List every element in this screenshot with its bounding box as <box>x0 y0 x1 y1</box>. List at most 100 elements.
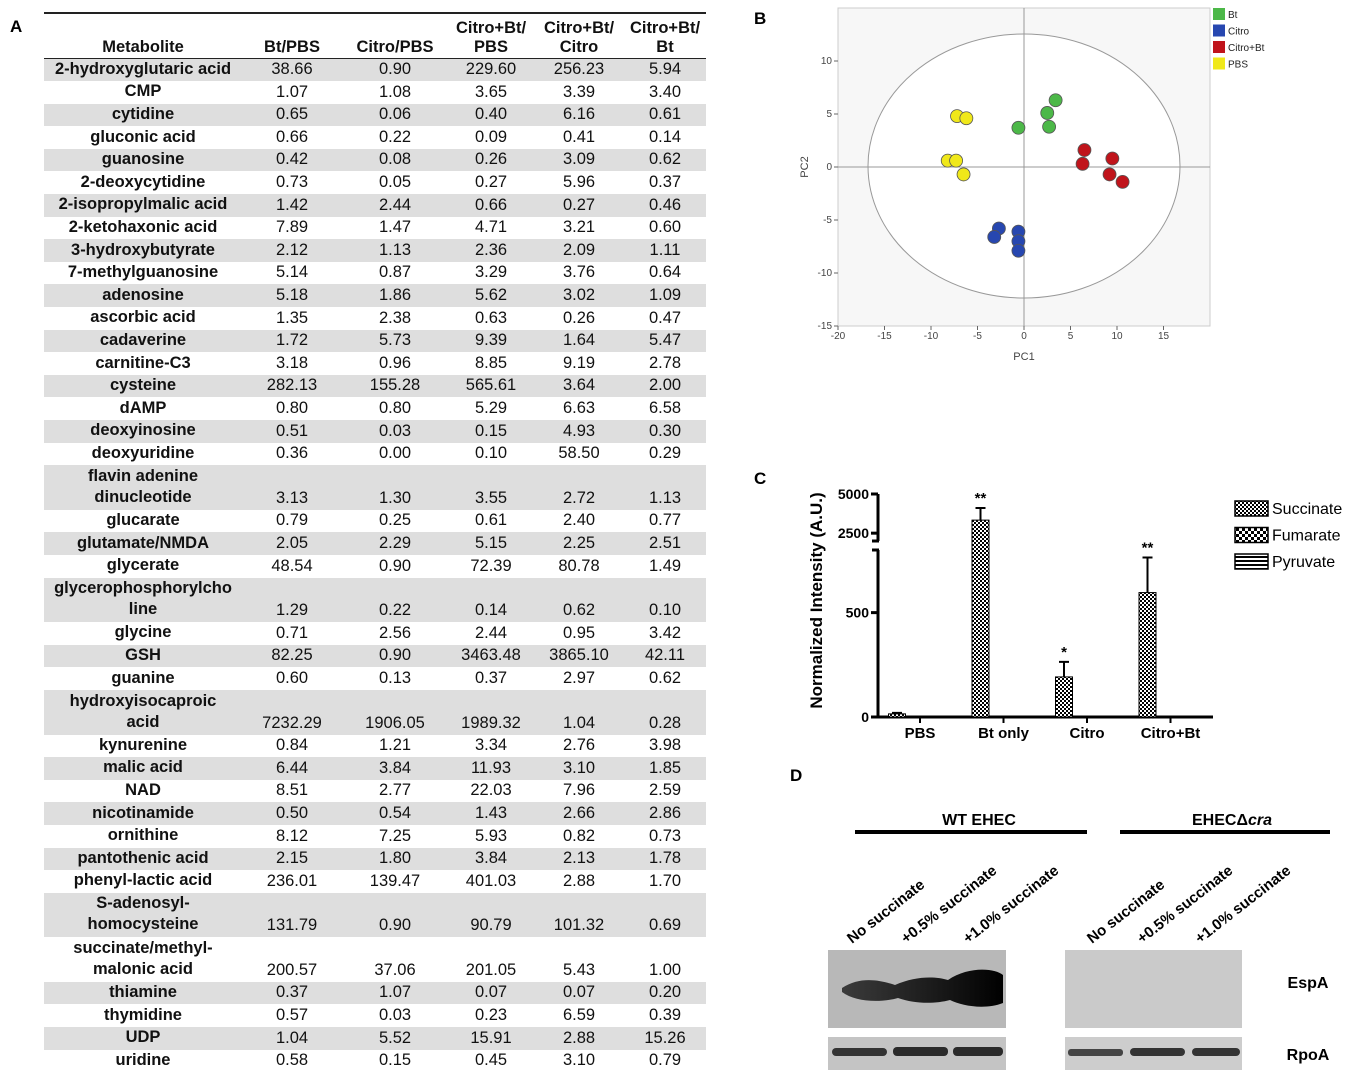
metabolite-name: nicotinamide <box>44 802 242 825</box>
table-row: CMP1.071.083.653.393.40 <box>44 81 706 104</box>
column-header: Bt/PBS <box>242 13 342 59</box>
fold-change: 0.10 <box>624 578 706 623</box>
fold-change: 3865.10 <box>534 645 624 668</box>
fold-change: 0.60 <box>242 667 342 690</box>
fold-change: 0.62 <box>624 667 706 690</box>
fold-change: 0.26 <box>448 149 534 172</box>
fold-change: 4.71 <box>448 217 534 240</box>
fold-change: 0.22 <box>342 578 448 623</box>
column-header: Citro+Bt/ Bt <box>624 13 706 59</box>
fold-change: 1.04 <box>242 1027 342 1050</box>
fold-change: 1.09 <box>624 284 706 307</box>
fold-change: 3.34 <box>448 735 534 758</box>
error-bar <box>1059 662 1069 677</box>
lane-label: +0.5% succinate <box>1134 862 1236 947</box>
table-row: 2-ketohaxonic acid7.891.474.713.210.60 <box>44 217 706 240</box>
bar <box>972 520 989 717</box>
fold-change: 7.96 <box>534 780 624 803</box>
fold-change: 2.05 <box>242 532 342 555</box>
table-row: glycerophosphorylcho line1.290.220.140.6… <box>44 578 706 623</box>
scatter-point <box>988 230 1001 243</box>
fold-change: 37.06 <box>342 937 448 982</box>
fold-change: 3463.48 <box>448 645 534 668</box>
fold-change: 0.62 <box>624 149 706 172</box>
metabolite-name: cytidine <box>44 104 242 127</box>
fold-change: 0.39 <box>624 1004 706 1027</box>
scatter-point <box>1012 121 1025 134</box>
fold-change: 0.13 <box>342 667 448 690</box>
metabolite-name: cysteine <box>44 375 242 398</box>
fold-change: 0.60 <box>624 217 706 240</box>
fold-change: 6.58 <box>624 397 706 420</box>
table-row: cadaverine1.725.739.391.645.47 <box>44 330 706 353</box>
fold-change: 1989.32 <box>448 690 534 735</box>
fold-change: 8.51 <box>242 780 342 803</box>
metabolite-name: glucarate <box>44 510 242 533</box>
panel-label: A <box>10 17 22 36</box>
fold-change: 1.11 <box>624 239 706 262</box>
blot-band <box>1068 1049 1123 1056</box>
fold-change: 2.72 <box>534 465 624 510</box>
x-tick-label: Citro <box>1070 725 1105 742</box>
fold-change: 0.63 <box>448 307 534 330</box>
x-tick-label: -5 <box>973 331 982 342</box>
table-row: 2-isopropylmalic acid1.422.440.660.270.4… <box>44 194 706 217</box>
fold-change: 0.69 <box>624 893 706 938</box>
column-header: Citro+Bt/ PBS <box>448 13 534 59</box>
metabolite-name: carnitine-C3 <box>44 352 242 375</box>
fold-change: 1.13 <box>342 239 448 262</box>
fold-change: 2.00 <box>624 375 706 398</box>
fold-change: 0.41 <box>534 126 624 149</box>
fold-change: 0.96 <box>342 352 448 375</box>
fold-change: 2.66 <box>534 802 624 825</box>
lane-label: +1.0% succinate <box>1192 862 1294 947</box>
blot-band <box>832 1048 887 1056</box>
table-row: GSH82.250.903463.483865.1042.11 <box>44 645 706 668</box>
metabolite-name: guanine <box>44 667 242 690</box>
fold-change: 0.40 <box>448 104 534 127</box>
fold-change: 6.63 <box>534 397 624 420</box>
scatter-point <box>950 154 963 167</box>
scatter-point <box>1049 94 1062 107</box>
fold-change: 58.50 <box>534 443 624 466</box>
fold-change: 48.54 <box>242 555 342 578</box>
fold-change: 9.19 <box>534 352 624 375</box>
x-tick-label: 5 <box>1068 331 1074 342</box>
fold-change: 0.14 <box>624 126 706 149</box>
table-row: 2-hydroxyglutaric acid38.660.90229.60256… <box>44 59 706 82</box>
fold-change: 3.64 <box>534 375 624 398</box>
scatter-point <box>1043 120 1056 133</box>
fold-change: 0.79 <box>242 510 342 533</box>
fold-change: 3.10 <box>534 757 624 780</box>
table-row: adenosine5.181.865.623.021.09 <box>44 284 706 307</box>
fold-change: 0.65 <box>242 104 342 127</box>
fold-change: 1.30 <box>342 465 448 510</box>
fold-change: 0.26 <box>534 307 624 330</box>
metabolite-name: guanosine <box>44 149 242 172</box>
table-row: guanine0.600.130.372.970.62 <box>44 667 706 690</box>
x-tick-label: -20 <box>831 331 846 342</box>
fold-change: 5.43 <box>534 937 624 982</box>
fold-change: 72.39 <box>448 555 534 578</box>
fold-change: 7232.29 <box>242 690 342 735</box>
column-header: Citro/PBS <box>342 13 448 59</box>
bar <box>1056 677 1073 717</box>
fold-change: 2.56 <box>342 622 448 645</box>
scatter-point <box>1106 152 1119 165</box>
fold-change: 22.03 <box>448 780 534 803</box>
fold-change: 0.66 <box>242 126 342 149</box>
fold-change: 0.50 <box>242 802 342 825</box>
x-tick-label: Bt only <box>978 725 1029 742</box>
table-row: hydroxyisocaproic acid7232.291906.051989… <box>44 690 706 735</box>
blot-panel: WT EHEC EHECΔcra No succinate +0.5% succ… <box>828 812 1330 1070</box>
legend-label: Citro+Bt <box>1228 43 1265 54</box>
fold-change: 2.36 <box>448 239 534 262</box>
y-axis-label: Normalized Intensity (A.U.) <box>807 492 826 708</box>
fold-change: 401.03 <box>448 870 534 893</box>
metabolite-name: 2-hydroxyglutaric acid <box>44 59 242 82</box>
